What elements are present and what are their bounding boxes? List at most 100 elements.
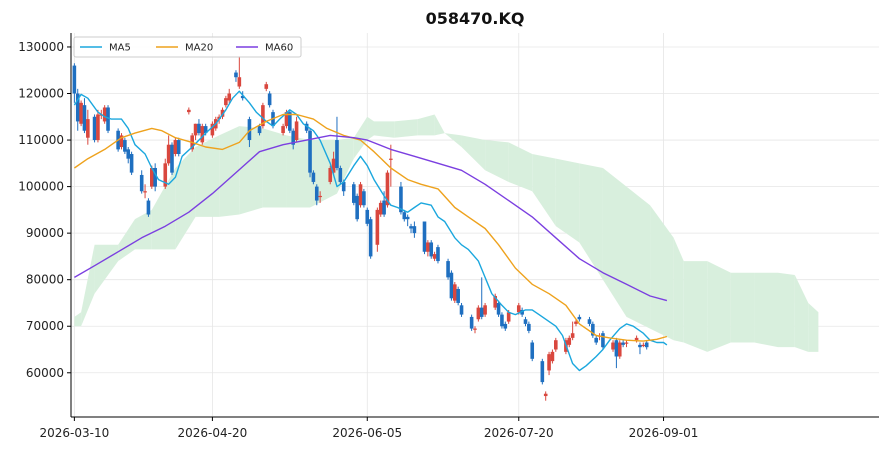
candle (365, 207, 370, 227)
candle (624, 340, 629, 348)
candle-body (378, 202, 383, 215)
candle-body (176, 140, 181, 155)
candle (79, 100, 83, 127)
candle (503, 321, 508, 331)
candle (402, 209, 407, 222)
candle-body (217, 116, 221, 120)
candle (641, 342, 646, 348)
candle (496, 300, 501, 317)
candle-body (247, 119, 252, 141)
candle-body (422, 221, 427, 252)
candle-body (547, 354, 551, 371)
candle-body (375, 209, 380, 245)
candle-body (288, 112, 292, 131)
candle (527, 321, 531, 334)
cloud-bull-segment (367, 116, 374, 141)
line-ma20 (74, 113, 668, 342)
candle (281, 123, 285, 136)
candle-body (352, 184, 356, 203)
candle-body (119, 135, 124, 148)
candle-body (426, 242, 430, 252)
candle-body (187, 109, 191, 113)
candle (570, 321, 575, 341)
candle-body (409, 226, 413, 229)
candle-body (291, 130, 295, 145)
cloud-bull-segment (81, 244, 95, 327)
candle (378, 200, 383, 217)
candle-body (328, 167, 333, 182)
cloud-bull-segment (74, 312, 82, 327)
candle-body (570, 333, 575, 338)
candle (123, 137, 127, 155)
cloud-bull-segment (730, 272, 755, 343)
candle-body (281, 126, 285, 134)
candle (308, 128, 312, 178)
x-tick-label: 2026-09-01 (629, 426, 699, 440)
candle-body (123, 140, 127, 152)
candle-body (227, 93, 232, 101)
cloud-bull-segment (650, 205, 674, 341)
candle (459, 302, 464, 317)
y-tick-label: 110000 (18, 133, 64, 147)
candle (547, 351, 551, 376)
candle-body (453, 284, 457, 301)
candle (453, 282, 457, 303)
candle-body (479, 307, 484, 317)
y-tick-label: 80000 (26, 273, 64, 287)
candle-body (358, 184, 363, 206)
candle (591, 321, 595, 338)
candle (375, 207, 380, 252)
candle-body (577, 316, 582, 320)
legend: MA5 MA20 MA60 (73, 36, 302, 58)
candle (587, 316, 592, 327)
candle-body (193, 123, 198, 136)
candle-body (436, 247, 440, 262)
candle (288, 109, 292, 134)
candle-body (362, 191, 366, 206)
candle (355, 193, 359, 222)
candle (86, 109, 90, 145)
candle (197, 119, 201, 136)
candle (422, 221, 427, 255)
candle-body (143, 191, 147, 193)
candle-body (382, 200, 386, 215)
candle (328, 165, 333, 185)
candle (146, 198, 151, 217)
legend-label-ma20: MA20 (185, 43, 213, 54)
candle (338, 165, 343, 185)
candle-body (506, 312, 511, 322)
candle-body (476, 307, 481, 320)
cloud-bull-segment (239, 126, 263, 215)
candle-body (621, 342, 625, 345)
candle-body (456, 289, 460, 303)
candle (150, 165, 154, 189)
candle-body (493, 295, 497, 308)
candle-body (267, 93, 272, 106)
candle (456, 286, 460, 306)
candle-body (527, 323, 531, 331)
y-tick-label: 90000 (26, 226, 64, 240)
candle (318, 191, 322, 203)
cloud-bull-segment (707, 261, 731, 352)
candle (126, 147, 131, 164)
cloud-bull-segment (461, 135, 486, 171)
candle (540, 358, 545, 385)
candle-body (75, 93, 80, 122)
candle-body (523, 319, 528, 324)
candle-body (473, 328, 477, 330)
candle (409, 223, 413, 234)
candle (429, 240, 434, 259)
candle-body (594, 337, 598, 343)
candle-body (399, 186, 403, 213)
candle-body (503, 323, 508, 329)
candle (311, 170, 316, 185)
candle (264, 81, 269, 92)
candle (611, 340, 615, 352)
candle (224, 95, 228, 108)
candle-body (601, 333, 605, 348)
candle-body (311, 172, 316, 182)
candle (520, 307, 524, 317)
candle-body (294, 121, 299, 141)
candle-body (82, 105, 87, 131)
candle-body (520, 309, 524, 315)
